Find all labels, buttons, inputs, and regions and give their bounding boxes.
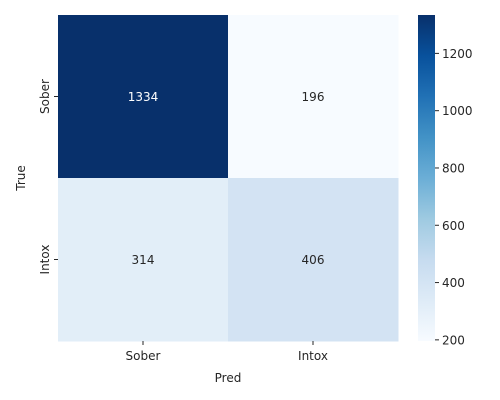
colorbar-tick-label: 1000 [442, 104, 473, 118]
y-axis: Sober Intox [38, 79, 58, 274]
colorbar-tick-label: 400 [442, 276, 465, 290]
cell-value-label: 1334 [128, 90, 159, 104]
cell-value-label: 196 [302, 90, 325, 104]
x-tick-label: Sober [126, 349, 161, 363]
colorbar-tick-label: 800 [442, 161, 465, 175]
heatmap-cells: 1334 196 314 406 [58, 15, 399, 342]
y-tick-label: Intox [38, 245, 52, 275]
colorbar-tick-label: 600 [442, 219, 465, 233]
colorbar-tick-label: 1200 [442, 47, 473, 61]
colorbar-tick-label: 200 [442, 333, 465, 347]
colorbar [418, 15, 435, 341]
colorbar-axis: 200 400 600 800 1000 1200 [435, 47, 473, 347]
cell-value-label: 314 [132, 253, 155, 267]
y-tick-label: Sober [38, 79, 52, 114]
x-axis-label: Pred [215, 371, 242, 385]
x-axis: Sober Intox [126, 341, 328, 363]
x-tick-label: Intox [298, 349, 328, 363]
y-axis-label: True [14, 165, 28, 192]
cell-value-label: 406 [302, 253, 325, 267]
